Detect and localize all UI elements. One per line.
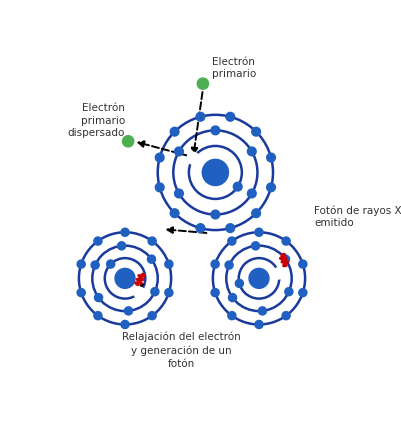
Circle shape (164, 289, 172, 297)
Circle shape (91, 261, 99, 269)
Circle shape (211, 126, 219, 135)
Circle shape (225, 224, 234, 233)
Circle shape (227, 312, 235, 320)
Circle shape (225, 261, 233, 269)
Circle shape (121, 320, 129, 329)
Circle shape (211, 289, 219, 297)
Circle shape (196, 112, 204, 121)
Text: Electrón
primario: Electrón primario (212, 56, 256, 79)
Circle shape (251, 127, 260, 136)
Circle shape (196, 224, 204, 233)
Circle shape (170, 209, 178, 217)
Circle shape (197, 78, 208, 89)
Circle shape (134, 287, 144, 298)
Circle shape (202, 159, 228, 185)
Circle shape (187, 153, 198, 164)
Text: Electrón
primario
dispersado: Electrón primario dispersado (67, 103, 125, 138)
Circle shape (94, 293, 102, 302)
Circle shape (248, 268, 268, 288)
Circle shape (164, 260, 172, 268)
Circle shape (254, 228, 262, 236)
Circle shape (150, 288, 158, 296)
Circle shape (298, 289, 306, 297)
Circle shape (170, 127, 178, 136)
Circle shape (235, 279, 243, 287)
Circle shape (266, 153, 275, 162)
Circle shape (147, 255, 155, 263)
Circle shape (148, 312, 156, 320)
Circle shape (211, 210, 219, 219)
Circle shape (273, 268, 283, 279)
Circle shape (247, 189, 255, 198)
Circle shape (298, 260, 306, 268)
Circle shape (148, 237, 156, 245)
Circle shape (282, 237, 290, 245)
Circle shape (77, 289, 85, 297)
Circle shape (254, 320, 262, 329)
Circle shape (284, 288, 292, 296)
Circle shape (94, 237, 102, 245)
Circle shape (124, 307, 132, 315)
Circle shape (122, 136, 134, 147)
Circle shape (155, 153, 164, 162)
Circle shape (117, 242, 126, 250)
Circle shape (227, 237, 235, 245)
Circle shape (94, 312, 102, 320)
Circle shape (121, 228, 129, 236)
Circle shape (281, 255, 289, 263)
Circle shape (228, 293, 236, 302)
Circle shape (258, 307, 266, 315)
Circle shape (211, 260, 219, 268)
Circle shape (251, 242, 259, 250)
Text: Fotón de rayos X
emitido: Fotón de rayos X emitido (314, 205, 401, 228)
Circle shape (225, 112, 234, 121)
Circle shape (251, 209, 260, 217)
Text: Relajación del electrón
y generación de un
fotón: Relajación del electrón y generación de … (122, 332, 240, 369)
Circle shape (174, 189, 183, 198)
Circle shape (233, 182, 241, 191)
Circle shape (155, 183, 164, 192)
Circle shape (115, 268, 135, 288)
Circle shape (282, 312, 290, 320)
Circle shape (174, 147, 183, 156)
Circle shape (77, 260, 85, 268)
Circle shape (106, 260, 114, 268)
Circle shape (266, 183, 275, 192)
Circle shape (247, 147, 255, 156)
